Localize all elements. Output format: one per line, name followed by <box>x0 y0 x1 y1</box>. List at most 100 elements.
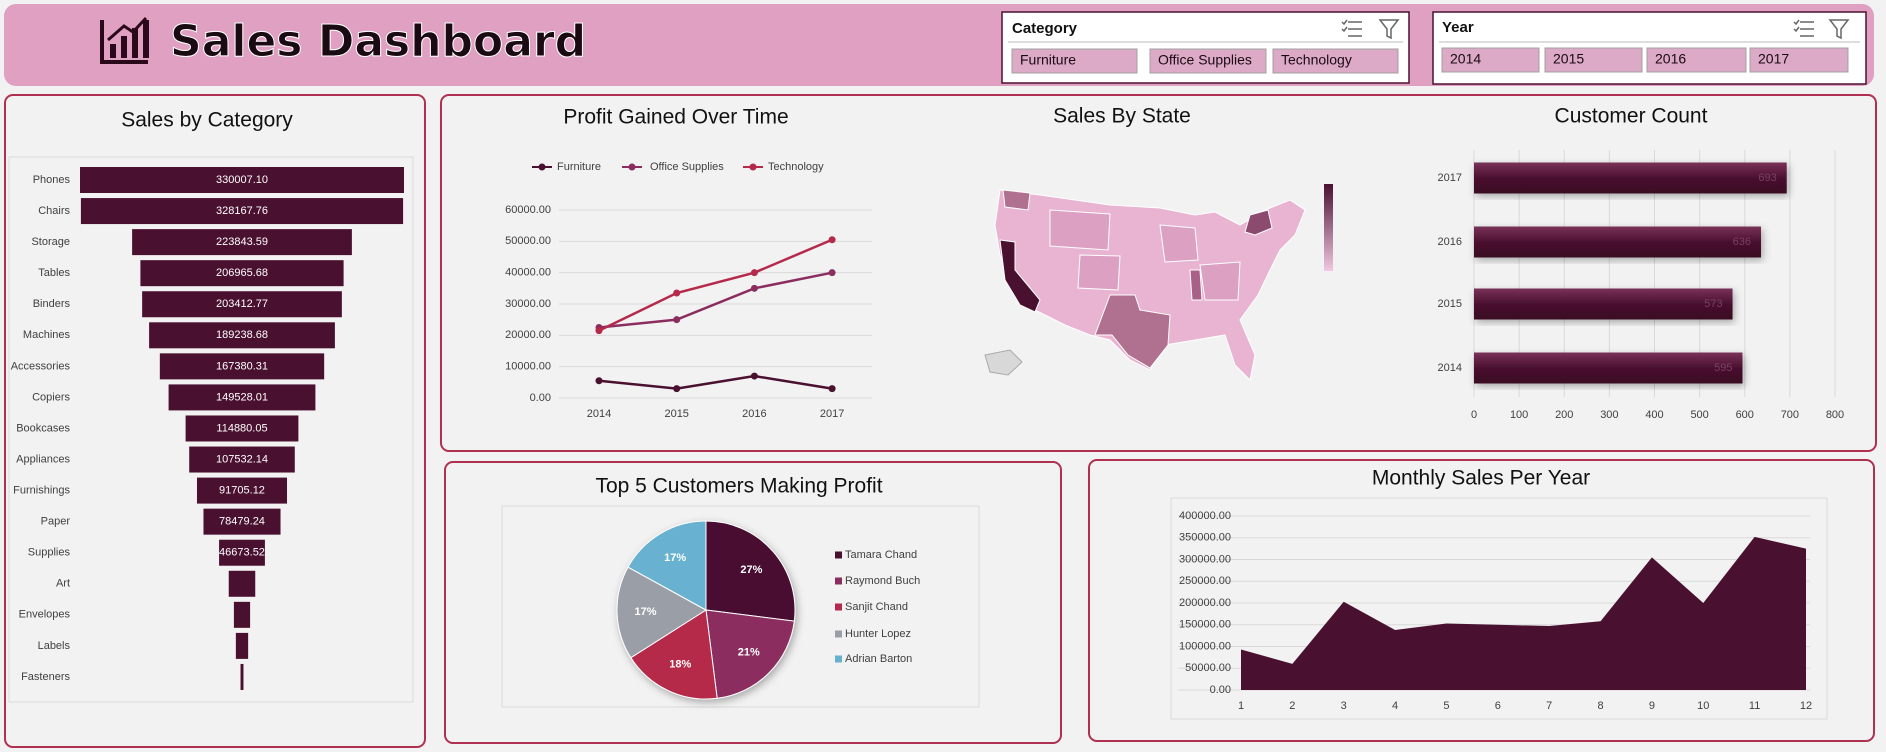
data-label: 636 <box>1733 236 1751 248</box>
series-line <box>598 238 833 332</box>
funnel-bar <box>149 322 335 349</box>
x-tick-label: 9 <box>1649 700 1655 712</box>
slicer-button[interactable] <box>1646 47 1747 73</box>
data-label: 223843.59 <box>216 236 268 248</box>
series-line <box>598 374 833 390</box>
x-tick-label: 11 <box>1749 700 1760 712</box>
bar <box>1474 162 1787 194</box>
data-label: 328167.76 <box>216 205 268 217</box>
y-tick-label: 400000.00 <box>1179 510 1231 522</box>
y-tick-label: 0.00 <box>530 392 551 404</box>
legend-label: Hunter Lopez <box>845 628 911 640</box>
legend-swatch <box>835 655 842 663</box>
category-label: Tables <box>38 267 70 279</box>
data-label: 595 <box>1714 362 1732 374</box>
series-point <box>828 385 836 393</box>
data-label: 78479.24 <box>219 516 265 528</box>
slicer-button[interactable] <box>1011 48 1138 74</box>
y-tick-label: 50000.00 <box>1185 662 1231 674</box>
category-label: Envelopes <box>19 609 71 621</box>
data-label: 167380.31 <box>216 360 268 372</box>
data-label: 91705.12 <box>219 485 265 497</box>
x-tick-label: 600 <box>1736 409 1754 421</box>
legend-swatch <box>835 630 842 638</box>
data-label: 17% <box>634 606 656 618</box>
funnel-bar <box>235 632 249 659</box>
slicer-item[interactable]: 2017 <box>1758 51 1789 67</box>
legend-swatch <box>835 551 842 559</box>
x-tick-label: 3 <box>1341 700 1347 712</box>
slicer-button[interactable] <box>1272 48 1399 74</box>
slicer-item[interactable]: Office Supplies <box>1158 52 1252 68</box>
legend-marker <box>538 163 546 171</box>
y-tick-label: 40000.00 <box>505 267 551 279</box>
legend-marker <box>749 163 757 171</box>
x-tick-label: 200 <box>1555 409 1573 421</box>
funnel-bar <box>189 446 295 473</box>
funnel-bar <box>132 229 352 256</box>
slicer-item[interactable]: 2014 <box>1450 51 1481 67</box>
series-point <box>673 385 681 393</box>
category-label: 2014 <box>1438 362 1462 374</box>
data-label: 206965.68 <box>216 267 268 279</box>
data-label: 114880.05 <box>216 422 267 434</box>
chart-title: Profit Gained Over Time <box>563 106 788 129</box>
funnel-bar <box>233 601 251 628</box>
slicer-button[interactable] <box>1544 47 1643 73</box>
category-label: Art <box>56 578 70 590</box>
y-tick-label: 200000.00 <box>1179 597 1231 609</box>
slicer-item[interactable]: 2015 <box>1553 51 1584 67</box>
legend-swatch <box>835 577 842 585</box>
y-tick-label: 10000.00 <box>505 361 551 373</box>
x-tick-label: 2 <box>1289 700 1295 712</box>
series-point <box>750 372 758 380</box>
pie-slice <box>630 609 718 700</box>
chart-title: Top 5 Customers Making Profit <box>595 475 882 498</box>
pie-slice <box>705 609 795 699</box>
funnel-bar <box>185 415 299 442</box>
series-point <box>673 316 681 324</box>
x-tick-label: 2014 <box>587 408 611 420</box>
slicer-item[interactable]: 2016 <box>1655 51 1686 67</box>
bar <box>1474 352 1743 384</box>
category-label: Bookcases <box>16 422 70 434</box>
x-tick-label: 7 <box>1546 700 1552 712</box>
category-label: Storage <box>31 236 70 248</box>
funnel-bar <box>142 291 342 318</box>
category-label: Appliances <box>16 453 70 465</box>
slicer-button[interactable] <box>1441 47 1540 73</box>
header-icon <box>100 16 149 64</box>
legend-marker <box>628 163 636 171</box>
pie-slice <box>627 520 707 611</box>
legend-label: Technology <box>768 161 824 173</box>
category-label: Labels <box>38 640 71 652</box>
y-tick-label: 150000.00 <box>1179 619 1231 631</box>
x-tick-label: 2017 <box>820 408 844 420</box>
slicer-item[interactable]: Furniture <box>1020 52 1076 68</box>
pie <box>616 520 796 700</box>
chart-title: Customer Count <box>1555 105 1708 128</box>
x-tick-label: 2016 <box>742 408 766 420</box>
category-label: Accessories <box>11 360 71 372</box>
y-tick-label: 30000.00 <box>505 298 551 310</box>
dashboard-title: Sales Dashboard <box>170 16 586 67</box>
slicer-item[interactable]: Technology <box>1281 52 1352 68</box>
series-line <box>598 271 833 329</box>
data-label: 27% <box>740 564 762 576</box>
x-tick-label: 0 <box>1471 409 1477 421</box>
y-tick-label: 50000.00 <box>505 235 551 247</box>
x-tick-label: 2015 <box>664 408 688 420</box>
x-tick-label: 1 <box>1238 700 1244 712</box>
slicer-button[interactable] <box>1749 47 1849 73</box>
data-label: 189238.68 <box>216 329 268 341</box>
x-tick-label: 800 <box>1826 409 1844 421</box>
bar <box>1474 288 1733 320</box>
y-tick-label: 250000.00 <box>1179 575 1231 587</box>
y-tick-label: 60000.00 <box>505 204 551 216</box>
funnel-bar <box>219 539 265 566</box>
funnel-bar <box>80 167 404 193</box>
slicer-button[interactable] <box>1149 48 1267 74</box>
x-tick-label: 6 <box>1495 700 1501 712</box>
chart-title: Sales By State <box>1053 105 1191 128</box>
